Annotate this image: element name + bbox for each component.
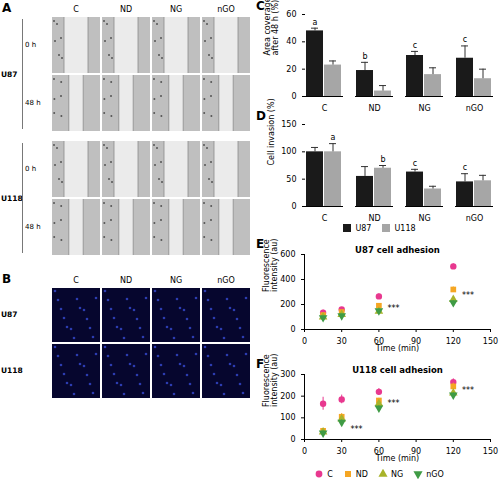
svg-text:0: 0 — [302, 337, 307, 346]
svg-text:20: 20 — [286, 65, 296, 74]
svg-text:C: C — [322, 104, 328, 113]
svg-text:120: 120 — [446, 447, 461, 456]
svg-text:600: 600 — [280, 250, 295, 259]
svg-text:Area coverageafter 48 h (%): Area coverageafter 48 h (%) — [263, 0, 280, 56]
svg-text:100: 100 — [281, 147, 296, 156]
svg-text:NG: NG — [418, 104, 430, 113]
svg-text:c: c — [463, 163, 467, 172]
svg-text:ND: ND — [120, 5, 132, 14]
svg-text:200: 200 — [280, 392, 295, 401]
svg-text:150: 150 — [483, 447, 498, 456]
svg-text:0: 0 — [290, 435, 295, 444]
svg-text:48 h: 48 h — [25, 223, 41, 231]
svg-text:a: a — [313, 18, 318, 27]
svg-text:U118: U118 — [1, 194, 23, 203]
svg-text:***: *** — [388, 304, 400, 313]
svg-text:60: 60 — [286, 10, 296, 19]
svg-text:0 h: 0 h — [25, 41, 36, 49]
svg-text:NG: NG — [418, 214, 430, 223]
svg-text:a: a — [331, 133, 336, 142]
svg-text:0: 0 — [291, 92, 296, 101]
svg-text:50: 50 — [286, 175, 296, 184]
svg-text:150: 150 — [483, 337, 498, 346]
svg-text:0 h: 0 h — [25, 165, 36, 173]
svg-text:nGO: nGO — [466, 214, 484, 223]
svg-text:100: 100 — [280, 413, 295, 422]
svg-text:ND: ND — [368, 104, 380, 113]
svg-text:C: C — [73, 5, 79, 14]
svg-text:ND: ND — [368, 214, 380, 223]
svg-text:ND: ND — [120, 276, 132, 285]
svg-text:48 h: 48 h — [25, 99, 41, 107]
svg-text:nGO: nGO — [217, 5, 235, 14]
svg-text:***: *** — [462, 291, 474, 300]
svg-text:c: c — [413, 159, 417, 168]
svg-text:120: 120 — [446, 337, 461, 346]
svg-text:Time (min): Time (min) — [375, 454, 419, 463]
svg-text:NG: NG — [170, 276, 182, 285]
svg-text:***: *** — [350, 425, 362, 434]
svg-text:b: b — [380, 155, 385, 164]
svg-text:U118 cell adhesion: U118 cell adhesion — [352, 365, 443, 375]
svg-text:U118: U118 — [1, 366, 23, 375]
svg-text:200: 200 — [280, 300, 295, 309]
svg-text:40: 40 — [286, 37, 296, 46]
svg-text:30: 30 — [337, 447, 347, 456]
svg-text:300: 300 — [280, 370, 295, 379]
svg-text:***: *** — [462, 386, 474, 395]
svg-text:Time (min): Time (min) — [375, 344, 419, 353]
svg-text:C: C — [73, 276, 79, 285]
svg-text:nGO: nGO — [466, 104, 484, 113]
svg-text:U87: U87 — [1, 310, 18, 319]
svg-text:0: 0 — [291, 202, 296, 211]
svg-text:U87 cell adhesion: U87 cell adhesion — [355, 245, 440, 255]
svg-text:B: B — [2, 272, 11, 286]
svg-text:Fluorescenceintensity (au): Fluorescenceintensity (au) — [262, 354, 279, 407]
svg-text:c: c — [463, 35, 467, 44]
svg-text:U87: U87 — [1, 70, 18, 79]
svg-text:Fluorescenceintensity (au): Fluorescenceintensity (au) — [262, 239, 279, 292]
svg-text:b: b — [362, 52, 367, 61]
svg-text:NG: NG — [170, 5, 182, 14]
svg-text:150: 150 — [281, 120, 296, 129]
svg-text:C: C — [322, 214, 328, 223]
svg-text:400: 400 — [280, 275, 295, 284]
svg-text:0: 0 — [302, 447, 307, 456]
svg-text:c: c — [413, 41, 417, 50]
svg-text:A: A — [2, 1, 12, 15]
svg-text:30: 30 — [337, 337, 347, 346]
svg-text:nGO: nGO — [217, 276, 235, 285]
svg-text:0: 0 — [290, 325, 295, 334]
svg-text:Cell invasion (%): Cell invasion (%) — [267, 98, 276, 165]
svg-text:***: *** — [388, 399, 400, 408]
